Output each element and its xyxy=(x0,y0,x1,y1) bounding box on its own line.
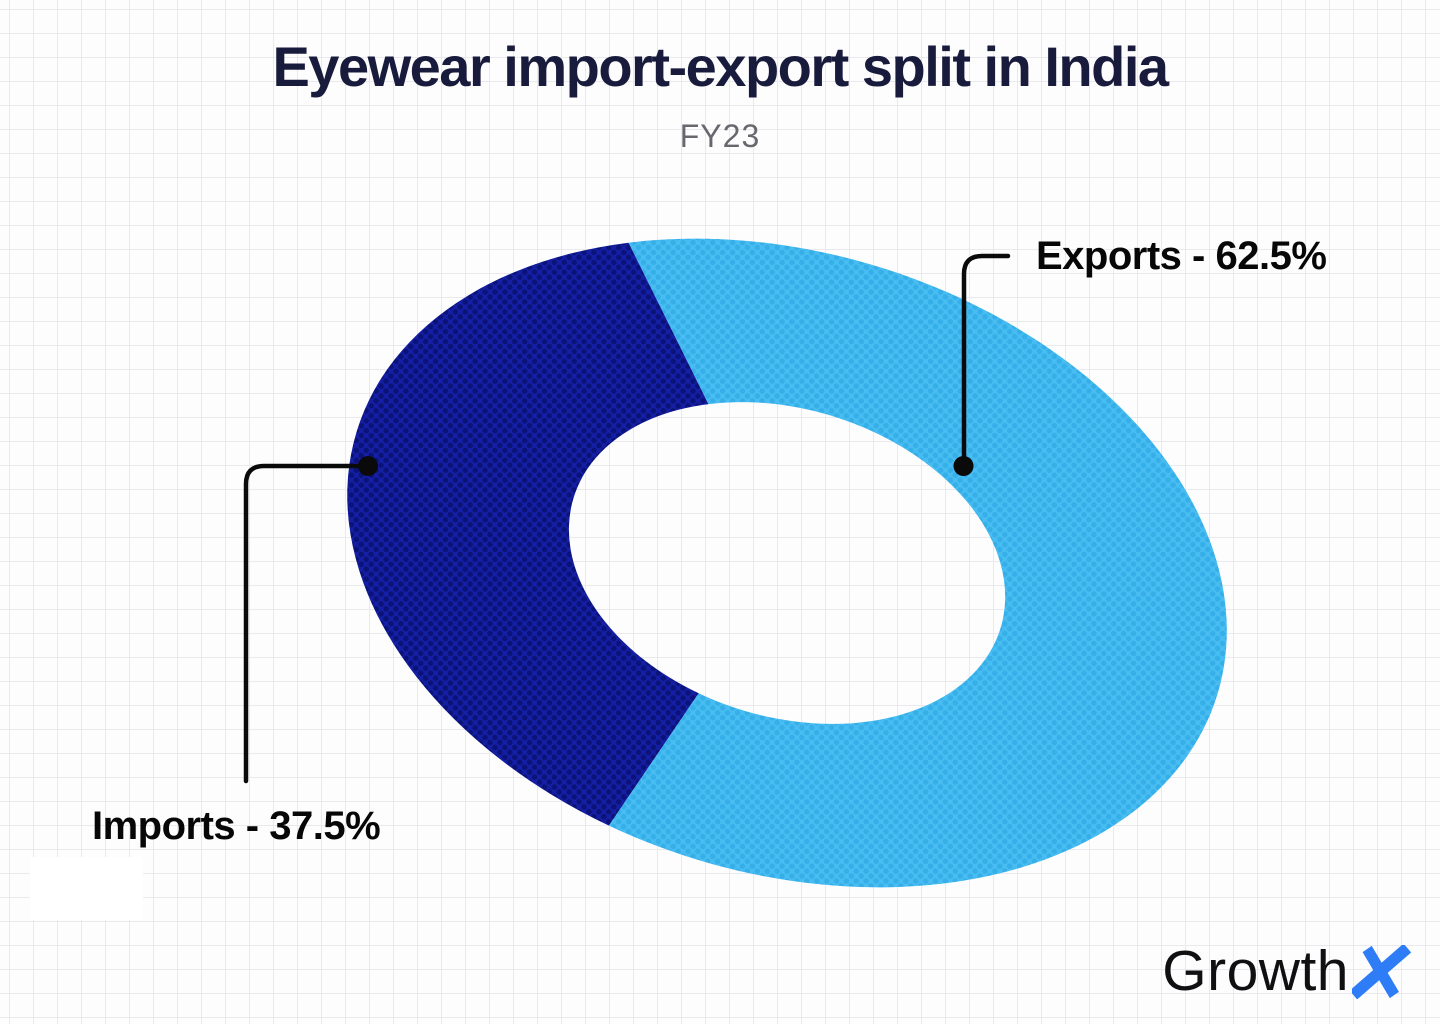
chart-subtitle: FY23 xyxy=(679,118,761,154)
imports-leader-line xyxy=(243,463,371,784)
callout-label-imports: Imports - 37.5% xyxy=(92,804,381,848)
imports-leader-dot xyxy=(358,456,378,476)
page-title: Eyewear import-export split in India xyxy=(272,35,1169,98)
background-white-patch xyxy=(30,857,143,920)
callout-label-exports: Exports - 62.5% xyxy=(1036,234,1327,278)
brand-logo: Growth xyxy=(1162,938,1414,1004)
slice-imports xyxy=(347,242,709,826)
exports-leader-line xyxy=(961,253,1011,469)
slice-exports xyxy=(608,238,1227,888)
brand-x-icon xyxy=(1352,945,1412,999)
exports-leader-dot xyxy=(953,456,974,476)
brand-x-stroke-down xyxy=(1362,945,1399,999)
brand-name-text: Growth xyxy=(1162,939,1349,1003)
